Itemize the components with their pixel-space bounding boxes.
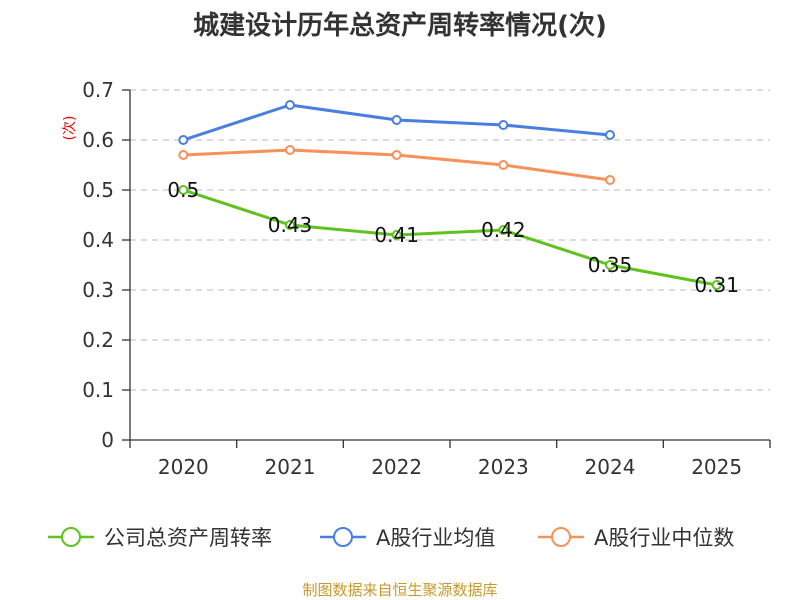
legend-marker: [551, 527, 571, 547]
data-label: 0.35: [588, 253, 633, 277]
y-tick-label: 0.1: [82, 378, 114, 402]
legend-label: A股行业均值: [376, 526, 495, 550]
legend-marker: [61, 527, 81, 547]
data-point: [498, 120, 509, 130]
x-tick-label: 2023: [478, 455, 529, 479]
y-tick-label: 0.6: [82, 128, 114, 152]
data-labels: 0.5 0.43 0.41 0.42 0.35 0.31: [167, 178, 739, 297]
x-tick-label: 2022: [371, 455, 422, 479]
data-point: [178, 135, 189, 145]
axes: 0 0.1 0.2 0.3 0.4 0.5 0.6 0.7 2020 2021 2022 2023 20…: [82, 78, 771, 479]
data-point: [605, 130, 615, 140]
data-point: [285, 100, 295, 110]
data-point: [391, 230, 402, 240]
y-tick-label: 0.2: [82, 328, 114, 352]
data-point: [605, 260, 615, 270]
data-label: 0.31: [694, 273, 739, 297]
source-note: 制图数据来自恒生聚源数据库: [302, 581, 497, 599]
data-label: 0.5: [167, 178, 199, 202]
grid: [130, 89, 770, 391]
series-line-0: [182, 188, 717, 287]
y-tick-label: 0.3: [82, 278, 114, 302]
x-tick-label: 2024: [585, 455, 636, 479]
data-label: 0.42: [481, 218, 526, 242]
y-tick-label: 0.4: [82, 228, 114, 252]
data-point: [391, 150, 402, 160]
legend-item-2[interactable]: A股行业中位数: [538, 526, 734, 550]
y-tick-label: 0.7: [82, 78, 114, 102]
x-tick-label: 2021: [265, 455, 316, 479]
series: [178, 100, 722, 290]
x-tick-label: 2020: [158, 455, 209, 479]
data-point: [498, 225, 509, 235]
chart-title: 城建设计历年总资产周转率情况(次): [193, 10, 607, 41]
y-tick-label: 0.5: [82, 178, 114, 202]
legend-marker: [333, 527, 353, 547]
data-point: [498, 160, 509, 170]
data-point: [178, 150, 189, 160]
data-point: [605, 175, 615, 185]
legend-item-1[interactable]: A股行业均值: [320, 526, 495, 550]
data-label: 0.41: [374, 223, 419, 247]
data-point: [285, 220, 295, 230]
data-point: [391, 115, 402, 125]
data-point: [711, 280, 722, 290]
y-axis-label: (次): [62, 116, 78, 141]
legend-label: A股行业中位数: [594, 526, 734, 550]
data-label: 0.43: [268, 213, 313, 237]
data-point: [285, 145, 295, 155]
data-point: [178, 185, 189, 195]
legend-item-0[interactable]: 公司总资产周转率: [48, 526, 272, 550]
legend-label: 公司总资产周转率: [104, 526, 272, 550]
legend: 公司总资产周转率 A股行业均值 A股行业中位数: [48, 526, 734, 550]
y-tick-label: 0: [101, 428, 114, 452]
x-tick-label: 2025: [691, 455, 742, 479]
